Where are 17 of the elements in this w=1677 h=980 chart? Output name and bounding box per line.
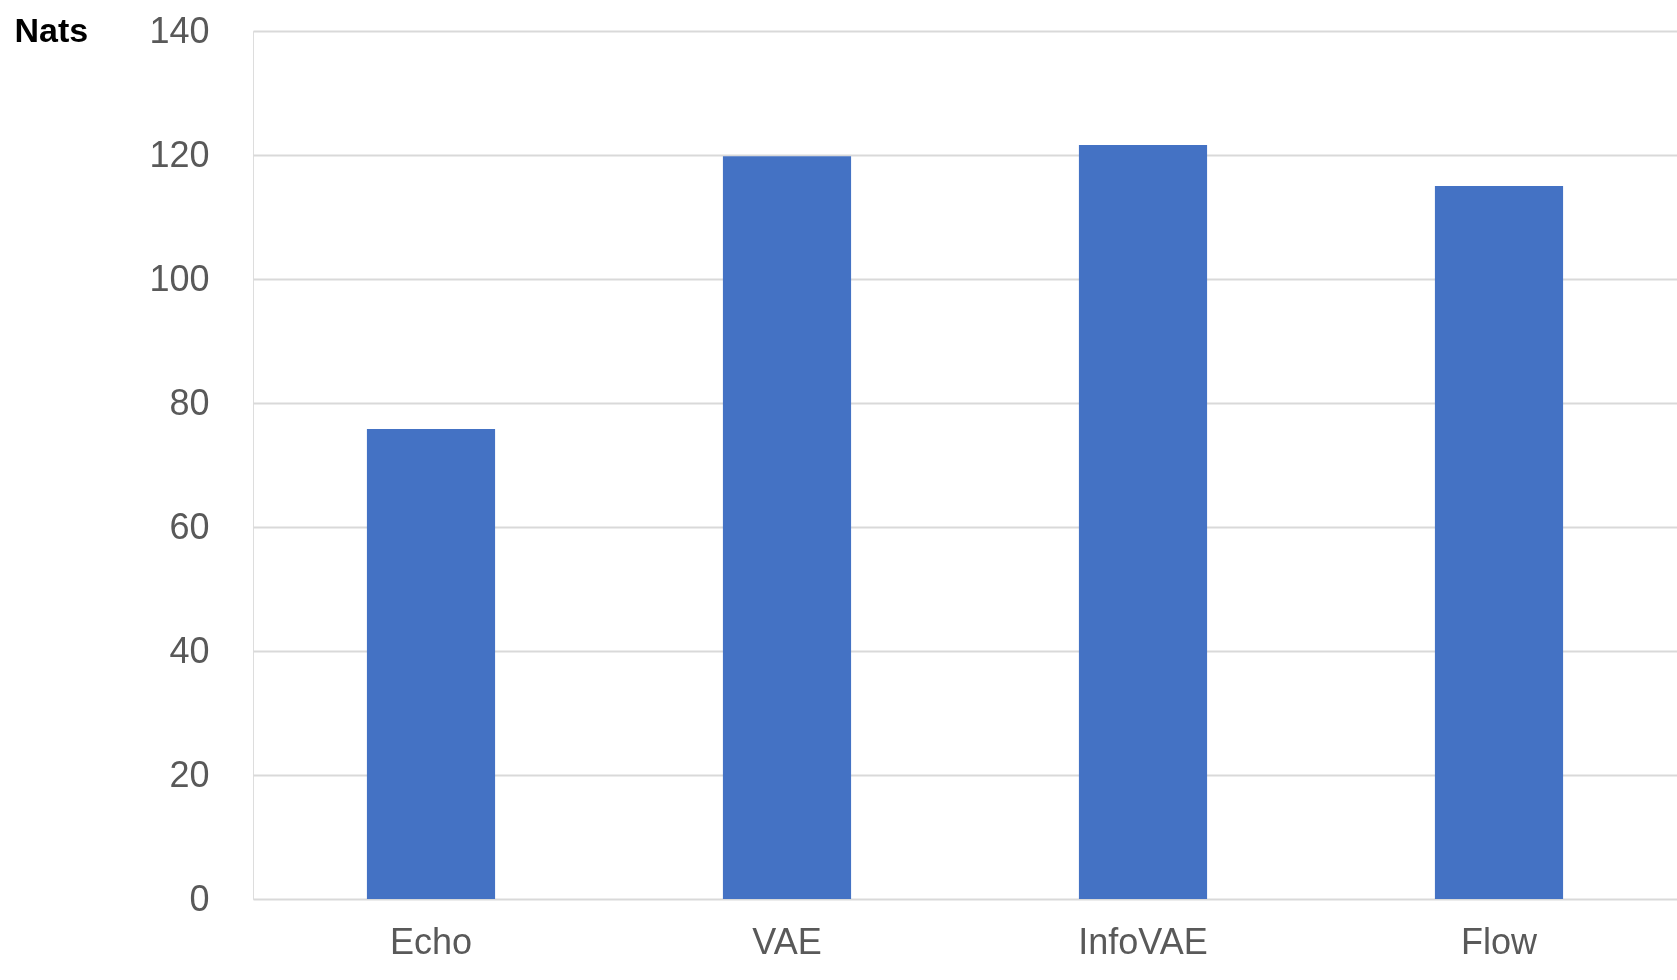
y-axis-title: Nats — [14, 10, 89, 49]
bar — [1078, 145, 1208, 899]
bar — [1434, 186, 1564, 899]
bar — [722, 156, 852, 899]
x-tick-label: Echo — [389, 920, 473, 962]
bar — [366, 429, 496, 899]
y-tick-label: 80 — [169, 381, 210, 423]
y-tick-label: 40 — [169, 629, 210, 671]
y-tick-label: 20 — [169, 753, 210, 795]
y-tick-label: 60 — [169, 505, 210, 547]
y-tick-label: 140 — [149, 9, 210, 51]
y-tick-label: 120 — [149, 133, 210, 175]
y-tick-label: 0 — [189, 877, 210, 919]
x-tick-label: VAE — [752, 920, 822, 962]
x-tick-label: InfoVAE — [1078, 920, 1208, 962]
x-tick-label: Flow — [1460, 920, 1538, 962]
y-tick-label: 100 — [149, 257, 210, 299]
